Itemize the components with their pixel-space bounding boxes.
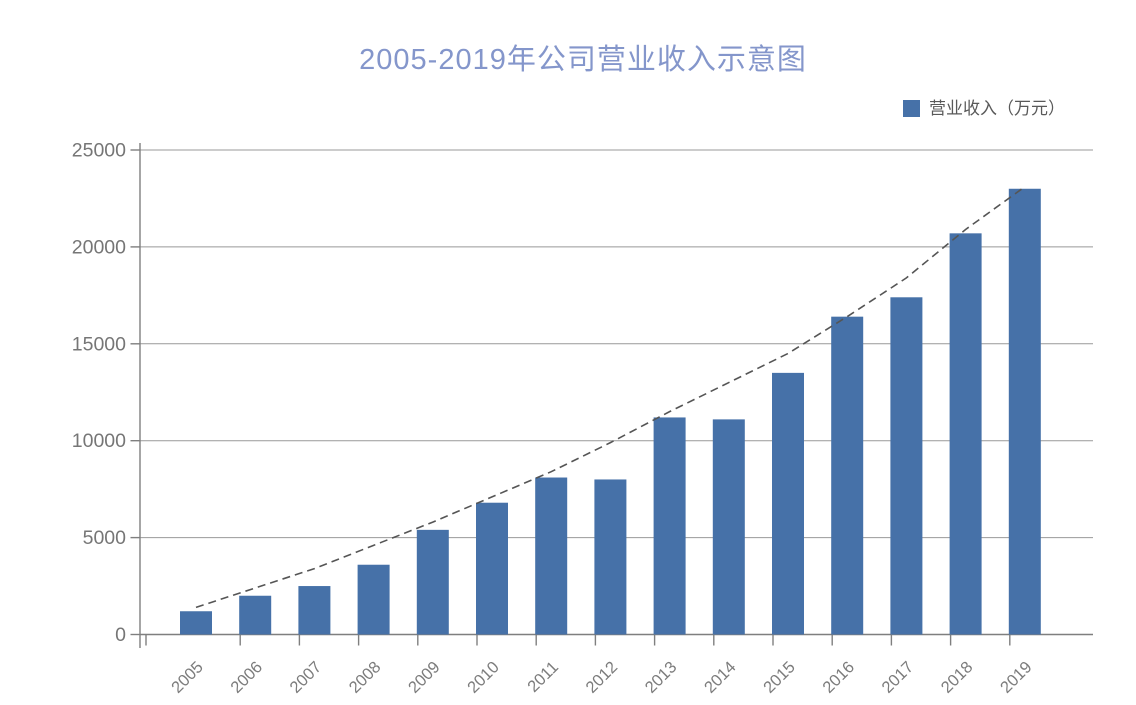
x-tick-label: 2014 bbox=[701, 658, 740, 697]
chart-title: 2005-2019年公司营业收入示意图 bbox=[359, 44, 807, 76]
legend-label: 营业收入（万元） bbox=[929, 99, 1065, 118]
legend: 营业收入（万元） bbox=[903, 100, 1065, 117]
x-tick-label: 2017 bbox=[879, 658, 918, 697]
x-tick-label: 2008 bbox=[346, 658, 385, 697]
x-tick-label: 2012 bbox=[583, 658, 622, 697]
y-tick-label: 5000 bbox=[83, 527, 127, 549]
bar bbox=[653, 417, 686, 635]
x-tick-label: 2009 bbox=[405, 658, 444, 697]
bar bbox=[712, 419, 745, 635]
bar bbox=[1008, 188, 1041, 635]
x-tick-label: 2005 bbox=[168, 658, 207, 697]
trend-line bbox=[195, 186, 1026, 609]
bar bbox=[416, 529, 449, 635]
bar bbox=[357, 564, 390, 635]
bar bbox=[298, 586, 331, 635]
bar bbox=[535, 477, 568, 635]
x-tick-label: 2010 bbox=[464, 658, 503, 697]
x-tick-label: 2019 bbox=[997, 658, 1036, 697]
bar bbox=[890, 297, 923, 635]
y-tick-label: 10000 bbox=[72, 430, 126, 452]
y-tick-label: 0 bbox=[115, 624, 126, 646]
x-tick-label: 2013 bbox=[642, 658, 681, 697]
legend-color-swatch-icon bbox=[903, 100, 920, 117]
x-tick-label: 2015 bbox=[760, 658, 799, 697]
bar bbox=[476, 502, 508, 635]
x-tick-label: 2007 bbox=[287, 658, 326, 697]
x-tick-label: 2006 bbox=[227, 658, 266, 697]
x-tick-label: 2016 bbox=[819, 658, 858, 697]
bar bbox=[831, 316, 864, 635]
bar bbox=[772, 372, 804, 635]
y-tick-label: 25000 bbox=[72, 140, 126, 162]
bar bbox=[949, 233, 982, 635]
bar bbox=[594, 479, 627, 635]
x-tick-label: 2018 bbox=[938, 658, 977, 697]
bar bbox=[239, 595, 272, 635]
bar bbox=[180, 611, 212, 635]
y-tick-label: 15000 bbox=[72, 333, 126, 355]
y-tick-label: 20000 bbox=[72, 236, 126, 258]
x-tick-label: 2011 bbox=[524, 658, 562, 696]
